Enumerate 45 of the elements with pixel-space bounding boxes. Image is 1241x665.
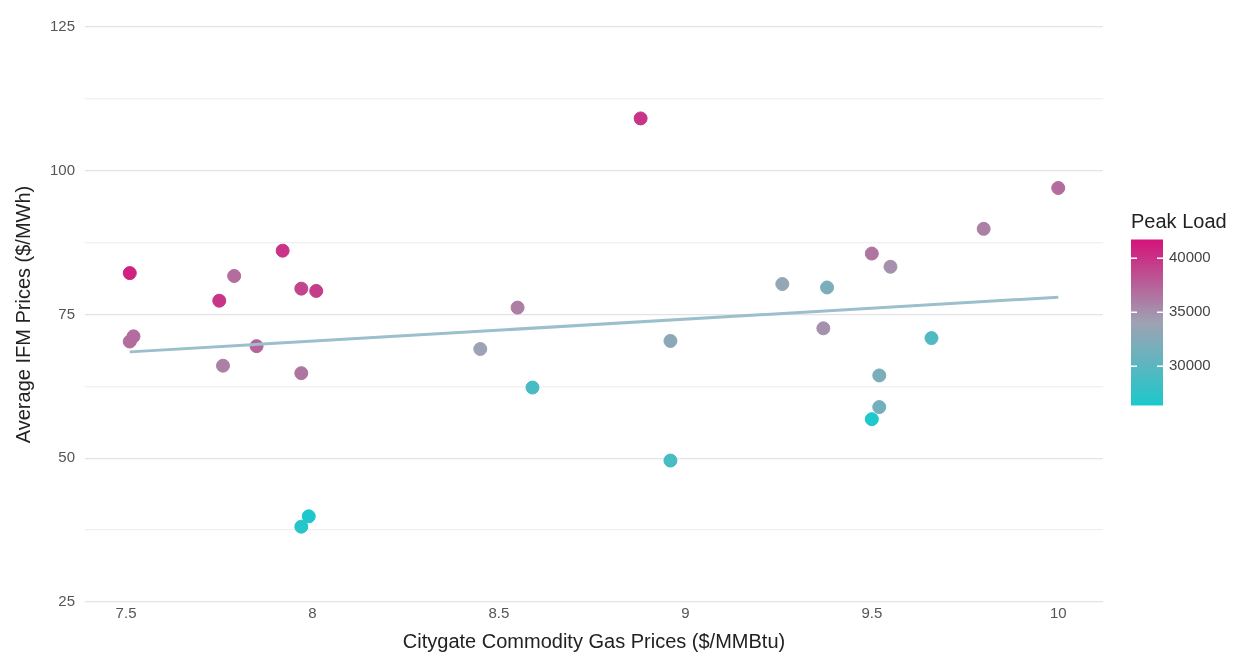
color-bar-label: 30000 xyxy=(1169,356,1211,374)
point xyxy=(122,266,137,281)
point xyxy=(126,329,141,344)
x-tick-label: 10 xyxy=(1049,604,1067,622)
y-tick-label: 100 xyxy=(50,160,76,178)
point xyxy=(227,268,242,283)
y-tick-label: 50 xyxy=(58,448,76,466)
point xyxy=(663,333,678,348)
point xyxy=(864,246,879,261)
point xyxy=(212,293,227,308)
point xyxy=(525,380,540,395)
point xyxy=(309,283,324,298)
point xyxy=(924,331,939,346)
color-bar-label: 40000 xyxy=(1169,248,1211,266)
y-tick-label: 75 xyxy=(58,304,76,322)
x-tick-label: 7.5 xyxy=(115,604,137,622)
color-bar-title: Peak Load xyxy=(1131,209,1227,232)
point xyxy=(663,453,678,468)
point xyxy=(883,259,898,274)
point xyxy=(976,221,991,236)
point xyxy=(275,243,290,258)
y-tick-label: 125 xyxy=(50,17,76,35)
point xyxy=(816,321,831,336)
point xyxy=(775,277,790,292)
color-bar-label: 35000 xyxy=(1169,302,1211,320)
point xyxy=(215,358,230,373)
point xyxy=(633,111,648,126)
x-tick-label: 8.5 xyxy=(488,604,510,622)
x-tick-label: 9.5 xyxy=(861,604,883,622)
point xyxy=(301,509,316,524)
x-axis-title: Citygate Commodity Gas Prices ($/MMBtu) xyxy=(402,629,786,652)
y-tick-label: 25 xyxy=(58,592,76,610)
point xyxy=(864,412,879,427)
y-axis-title: Average IFM Prices ($/MWh) xyxy=(11,185,34,444)
point xyxy=(294,281,309,296)
point xyxy=(294,366,309,381)
point xyxy=(872,368,887,383)
point xyxy=(294,519,309,534)
point xyxy=(510,300,525,315)
point xyxy=(820,280,835,295)
x-tick-label: 9 xyxy=(681,604,690,622)
point xyxy=(872,400,887,415)
point xyxy=(473,342,488,356)
x-tick-label: 8 xyxy=(308,604,317,622)
point xyxy=(1051,181,1066,195)
